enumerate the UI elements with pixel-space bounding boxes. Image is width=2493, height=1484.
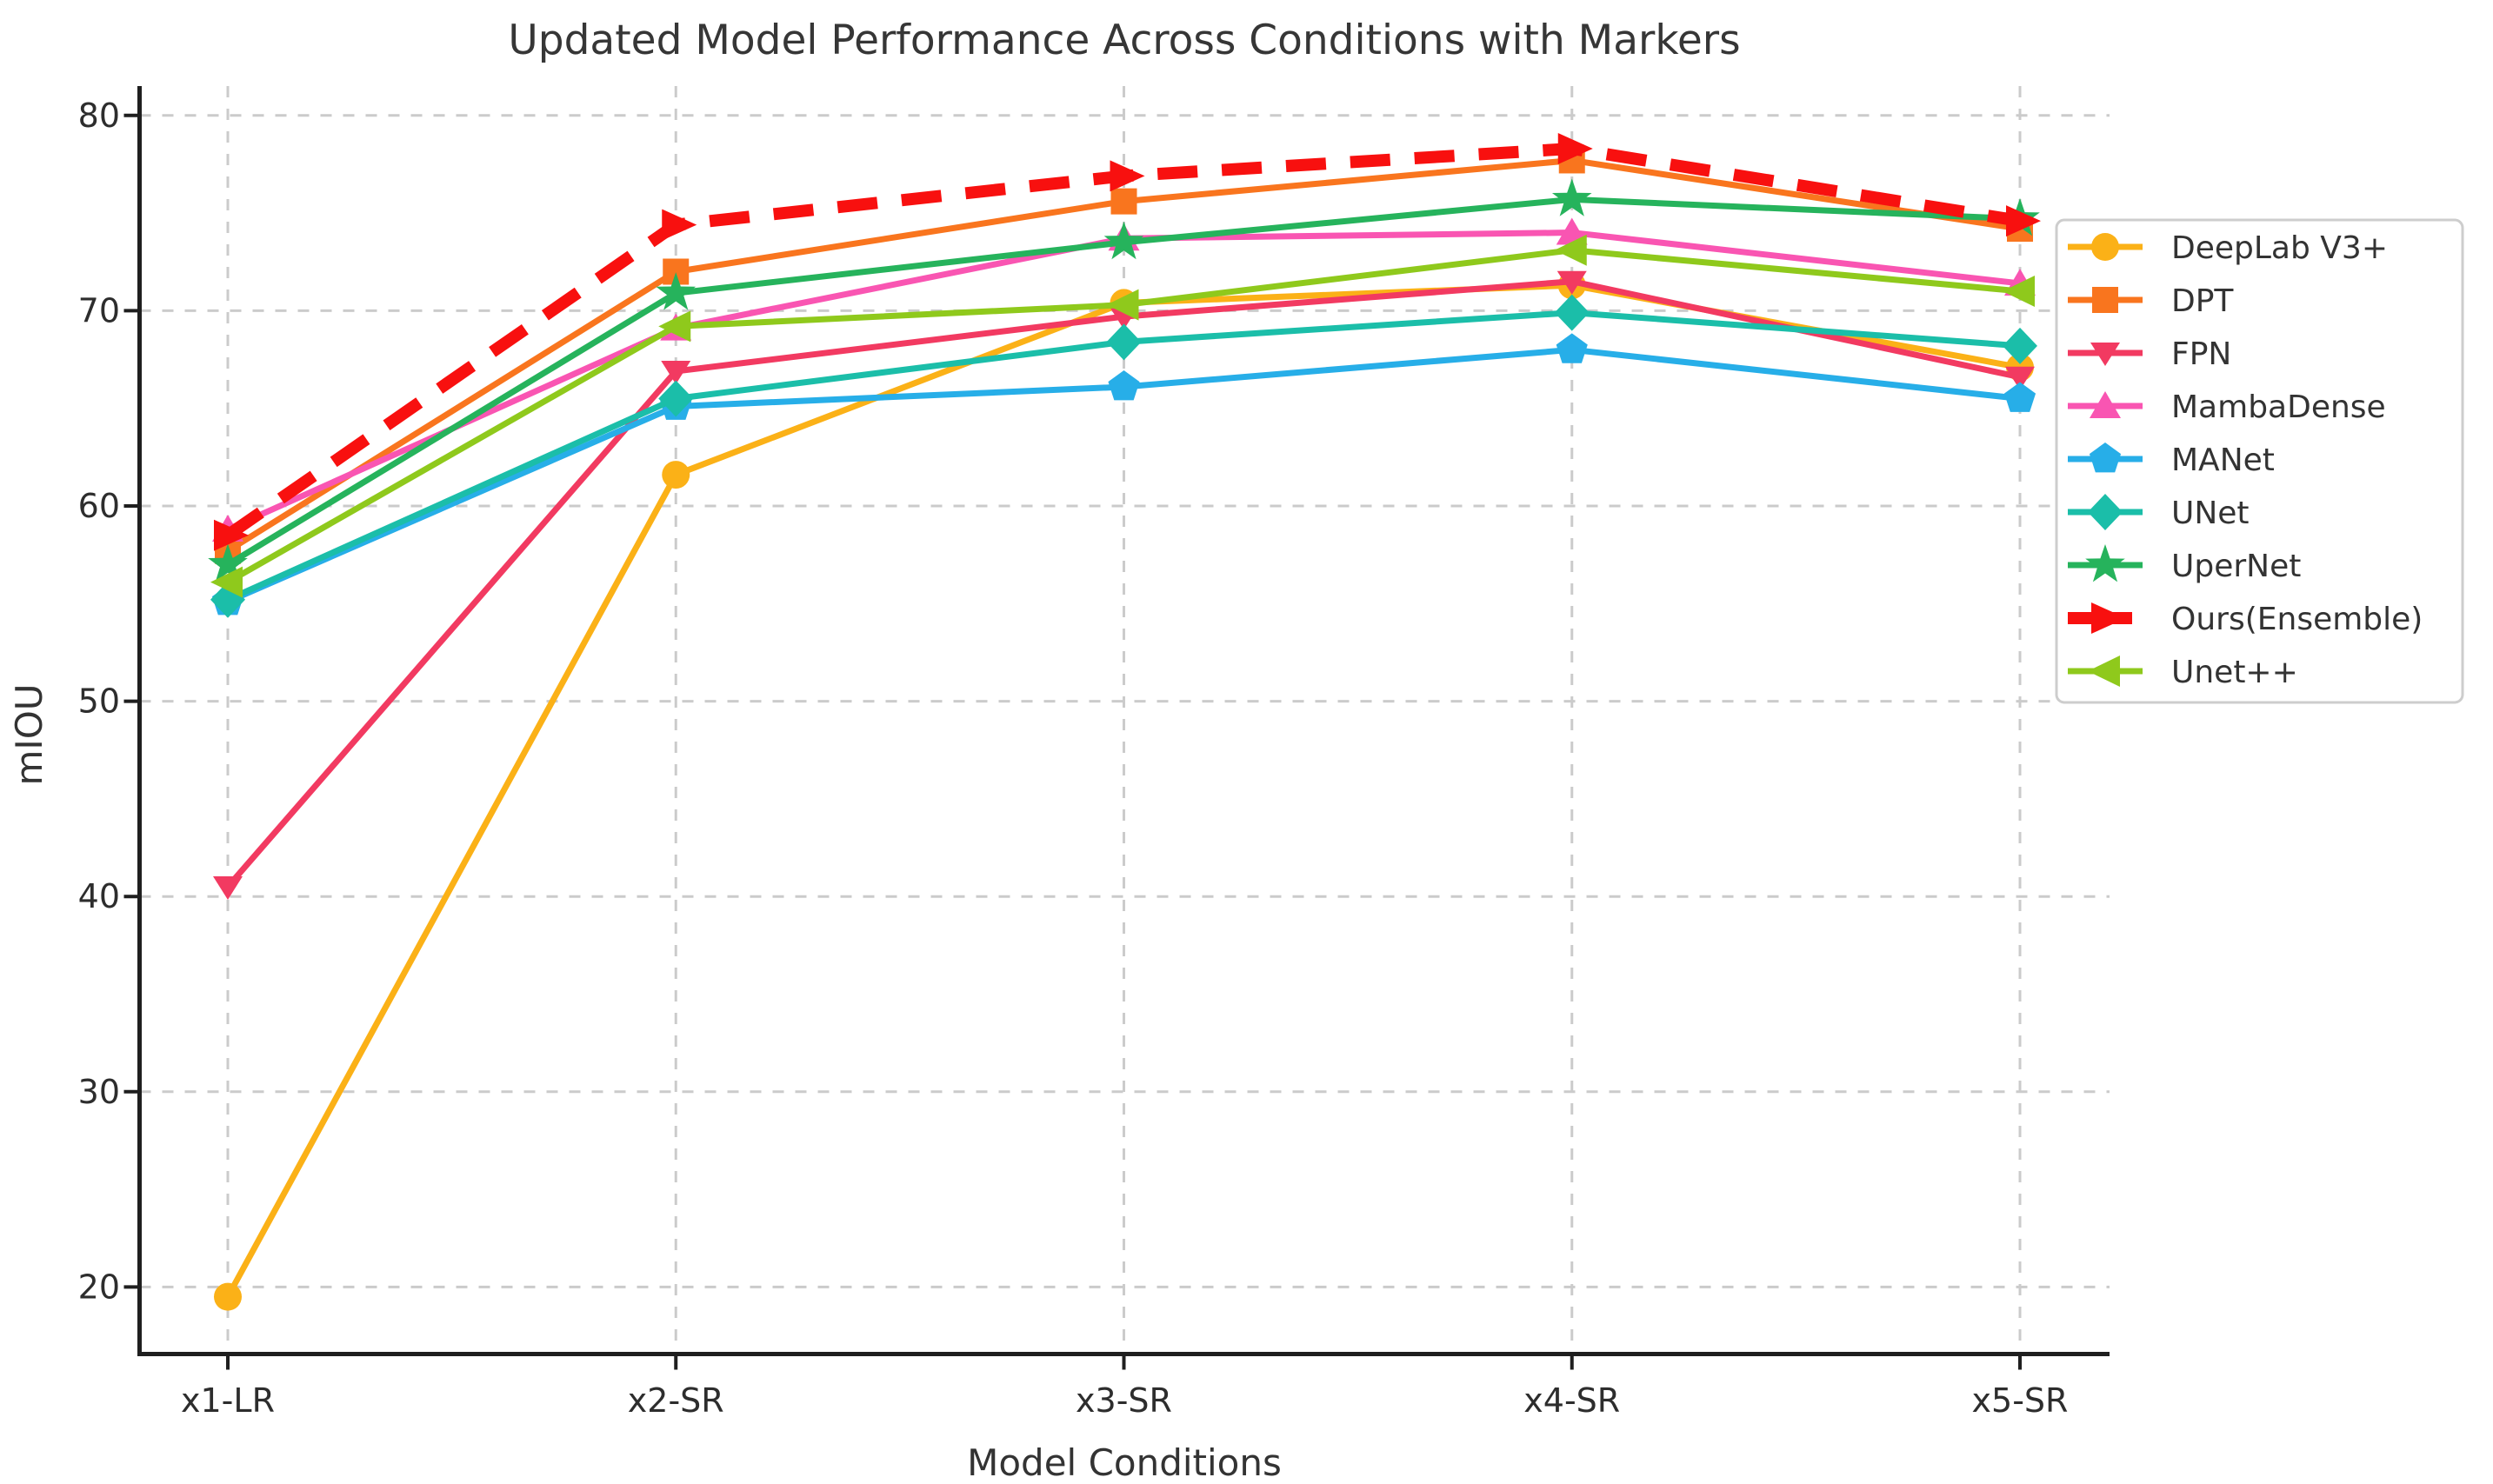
marker-star: [1551, 178, 1592, 216]
marker-diamond: [2088, 494, 2123, 530]
legend-label: MANet: [2171, 443, 2275, 478]
marker-pentagon: [2089, 443, 2122, 473]
marker-triangle-down: [661, 361, 691, 385]
x-tick-label: x2-SR: [628, 1381, 724, 1420]
legend-label: Ours(Ensemble): [2171, 602, 2423, 637]
marker-triangle-left: [658, 310, 691, 343]
x-axis-label: Model Conditions: [967, 1441, 1282, 1484]
y-axis-label: mIOU: [8, 683, 50, 785]
series-unet-: [210, 234, 2035, 598]
x-tick-label: x4-SR: [1523, 1381, 1620, 1420]
y-tick-label: 80: [78, 96, 120, 135]
marker-circle: [214, 1282, 242, 1311]
marker-circle: [662, 461, 690, 489]
y-tick-label: 20: [78, 1268, 120, 1306]
marker-triangle-down: [2090, 343, 2120, 366]
legend-item: UperNet: [2068, 544, 2301, 584]
series-ours-ensemble-: [214, 132, 2041, 551]
y-tick-label: 60: [78, 487, 120, 525]
chart-title: Updated Model Performance Across Conditi…: [508, 17, 1740, 64]
legend-label: UperNet: [2171, 549, 2301, 584]
marker-triangle-up: [2090, 391, 2121, 418]
x-tick-label: x1-LR: [181, 1381, 275, 1420]
marker-circle: [2091, 233, 2119, 261]
y-tick-label: 30: [78, 1073, 120, 1111]
marker-star: [208, 543, 248, 582]
marker-diamond: [2003, 327, 2037, 364]
y-tick-label: 50: [78, 682, 120, 721]
legend-item: Ours(Ensemble): [2068, 602, 2423, 637]
legend-item: MambaDense: [2068, 389, 2386, 425]
legend-item: DeepLab V3+: [2068, 230, 2388, 266]
marker-diamond: [1554, 294, 1590, 331]
marker-diamond: [658, 380, 694, 417]
marker-triangle-left: [1106, 289, 1139, 321]
marker-triangle-left: [1554, 234, 1587, 266]
marker-star: [1103, 221, 1144, 260]
gridlines: [139, 86, 2110, 1354]
marker-star: [2085, 544, 2125, 582]
marker-arrow-right: [2006, 205, 2041, 237]
marker-arrow-right: [214, 519, 249, 551]
marker-triangle-down: [213, 875, 243, 900]
marker-pentagon: [1108, 369, 1140, 401]
legend-label: UNet: [2171, 496, 2250, 531]
marker-triangle-left: [210, 566, 243, 598]
legend-item: FPN: [2068, 336, 2231, 372]
legend-item: Unet++: [2068, 655, 2298, 690]
marker-triangle-left: [2003, 275, 2035, 307]
legend-label: DeepLab V3+: [2171, 230, 2388, 266]
series-unet: [210, 294, 2037, 618]
x-tick-label: x5-SR: [1972, 1381, 2069, 1420]
y-tick-label: 70: [78, 291, 120, 329]
legend-label: MambaDense: [2171, 389, 2386, 425]
legend-label: FPN: [2171, 336, 2231, 372]
marker-square: [1110, 188, 1137, 215]
marker-pentagon: [2003, 382, 2036, 412]
series-manet: [211, 333, 2036, 616]
legend-label: Unet++: [2171, 655, 2298, 690]
y-tick-label: 40: [78, 877, 120, 915]
legend: DeepLab V3+ DPT FPN MambaDense MANet UNet Uper…: [2055, 218, 2464, 704]
marker-star: [656, 272, 697, 310]
legend-item: DPT: [2068, 283, 2234, 319]
data-series: [208, 132, 2041, 1311]
marker-arrow-right: [1557, 132, 1593, 164]
marker-triangle-down: [2005, 366, 2035, 390]
marker-pentagon: [1556, 333, 1588, 363]
x-tick-label: x3-SR: [1076, 1381, 1172, 1420]
marker-triangle-left: [2088, 655, 2120, 687]
marker-triangle-down: [1556, 270, 1587, 295]
legend-item: UNet: [2068, 494, 2250, 531]
marker-arrow-right: [1110, 160, 1145, 192]
legend-item: MANet: [2068, 443, 2275, 478]
legend-label: DPT: [2171, 283, 2234, 319]
marker-arrow-right: [2091, 602, 2126, 634]
marker-arrow-right: [662, 209, 697, 241]
tick-marks-and-labels: 80 70 60 50 40 30 20 x1-LR x2-SR x3-SR x4-SR x5-SR: [78, 96, 2069, 1420]
marker-square: [2092, 287, 2118, 313]
marker-diamond: [1106, 323, 1142, 361]
legend-box: [2055, 218, 2464, 704]
